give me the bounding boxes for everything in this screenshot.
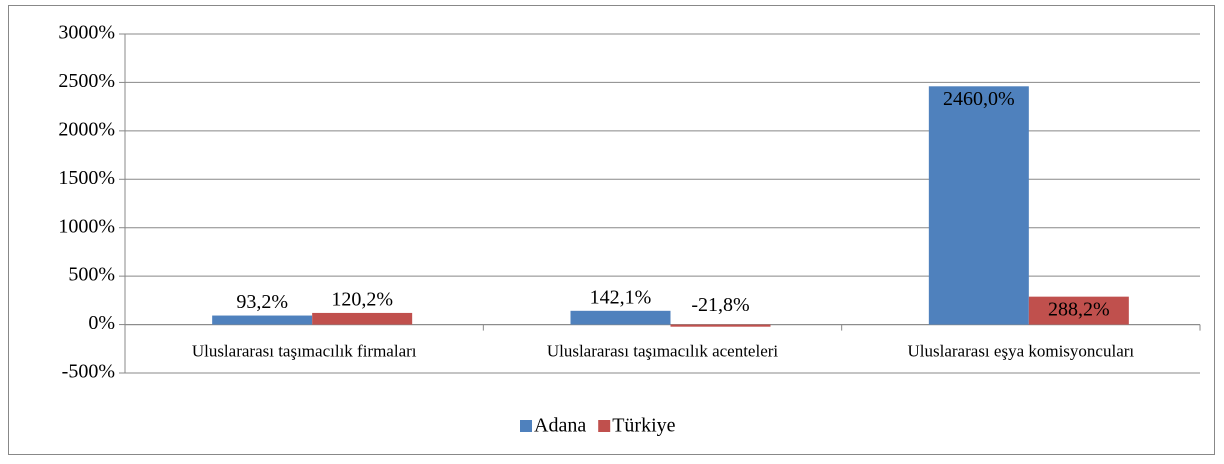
bar xyxy=(1028,296,1129,325)
legend-label: Türkiye xyxy=(612,415,675,437)
x-tick-label: Uluslararası eşya komisyoncuları xyxy=(908,341,1135,360)
y-tick-label: -500% xyxy=(62,361,115,383)
bar xyxy=(928,86,1029,325)
y-tick-label: 0% xyxy=(88,312,115,334)
y-tick-label: 1500% xyxy=(58,167,115,189)
data-label: 2460,0% xyxy=(943,88,1015,110)
legend-label: Adana xyxy=(534,415,586,437)
y-tick-label: 1000% xyxy=(58,215,115,237)
chart-border xyxy=(8,5,1215,455)
data-label: 288,2% xyxy=(1048,298,1110,320)
y-tick-label: 2500% xyxy=(58,70,115,92)
bar xyxy=(670,324,771,327)
bar xyxy=(570,310,671,325)
legend-swatch xyxy=(598,420,611,432)
bar xyxy=(212,315,313,325)
y-tick-label: 3000% xyxy=(58,22,115,44)
data-label: 120,2% xyxy=(331,289,393,311)
y-tick-label: 500% xyxy=(68,264,115,286)
y-tick-label: 2000% xyxy=(58,118,115,140)
data-label: -21,8% xyxy=(691,294,749,316)
data-label: 142,1% xyxy=(590,286,652,308)
x-tick-label: Uluslararası taşımacılık acenteleri xyxy=(547,341,779,360)
legend-swatch xyxy=(520,420,532,432)
bar xyxy=(312,312,413,325)
data-label: 93,2% xyxy=(236,291,288,313)
x-tick-label: Uluslararası taşımacılık firmaları xyxy=(192,341,417,360)
